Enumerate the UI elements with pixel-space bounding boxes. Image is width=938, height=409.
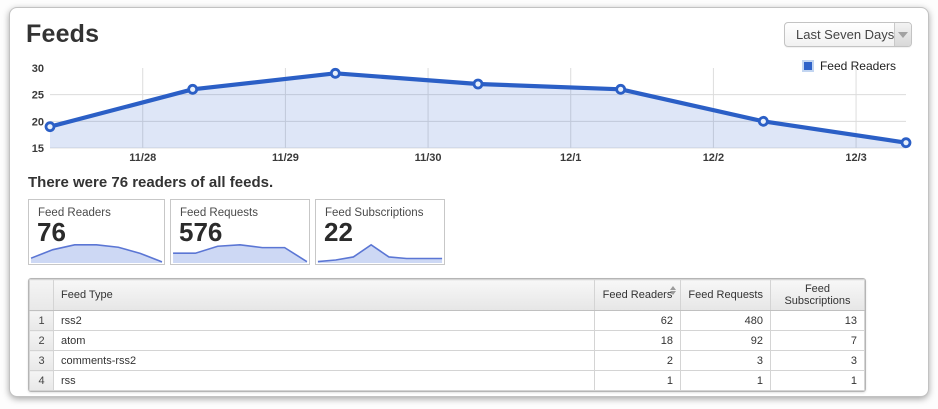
stat-card-feed-subscriptions[interactable]: Feed Subscriptions 22 bbox=[315, 199, 445, 265]
row-number-header bbox=[29, 279, 54, 311]
sparkline-fill bbox=[173, 244, 307, 264]
value-cell: 1 bbox=[680, 370, 771, 391]
stat-card-label: Feed Subscriptions bbox=[325, 207, 424, 219]
table-row: 3 comments-rss2 2 3 3 bbox=[29, 350, 865, 371]
dropdown-arrow-button[interactable] bbox=[894, 23, 911, 46]
chart-legend: Feed Readers bbox=[801, 59, 896, 73]
value-cell: 3 bbox=[680, 350, 771, 371]
column-header-feed-subscriptions[interactable]: Feed Subscriptions bbox=[770, 279, 865, 311]
table-row: 1 rss2 62 480 13 bbox=[29, 310, 865, 331]
x-axis-tick-label: 12/1 bbox=[560, 152, 581, 164]
value-cell: 62 bbox=[594, 310, 681, 331]
data-point[interactable] bbox=[472, 78, 484, 90]
column-header-feed-type[interactable]: Feed Type bbox=[53, 279, 595, 311]
column-header-label: Feed Readers bbox=[602, 289, 673, 301]
x-axis-tick-label: 11/28 bbox=[129, 152, 156, 164]
y-axis-tick-label: 20 bbox=[32, 116, 44, 128]
sparkline-chart bbox=[29, 241, 164, 264]
x-axis-tick-label: 11/29 bbox=[272, 152, 299, 164]
sort-icon bbox=[670, 286, 676, 295]
stat-card-value: 576 bbox=[179, 217, 223, 247]
row-number-cell: 1 bbox=[29, 310, 54, 331]
y-axis-tick-label: 25 bbox=[32, 90, 44, 102]
data-point[interactable] bbox=[900, 137, 912, 149]
value-cell: 2 bbox=[594, 350, 681, 371]
date-range-select[interactable]: Last Seven Days bbox=[784, 22, 912, 47]
column-header-feed-requests[interactable]: Feed Requests bbox=[680, 279, 771, 311]
data-point[interactable] bbox=[757, 115, 769, 127]
data-point[interactable] bbox=[329, 67, 341, 79]
sparkline-chart bbox=[316, 241, 443, 264]
stat-card-value: 22 bbox=[324, 217, 353, 247]
stat-card-feed-requests[interactable]: Feed Requests 576 bbox=[170, 199, 310, 265]
stat-card-label: Feed Readers bbox=[38, 207, 111, 219]
legend-swatch-icon bbox=[801, 60, 814, 72]
row-number-cell: 3 bbox=[29, 350, 54, 371]
chevron-down-icon bbox=[898, 31, 909, 38]
page-title: Feeds bbox=[26, 20, 100, 48]
sparkline-line bbox=[173, 245, 307, 262]
stat-cards: Feed Readers 76 Feed Requests 576 Feed S… bbox=[28, 199, 912, 265]
table-row: 2 atom 18 92 7 bbox=[29, 330, 865, 351]
value-cell: 3 bbox=[770, 350, 865, 371]
chart-area-fill bbox=[50, 73, 906, 148]
stat-card-feed-readers[interactable]: Feed Readers 76 bbox=[28, 199, 165, 265]
summary-text: There were 76 readers of all feeds. bbox=[28, 174, 274, 191]
value-cell: 1 bbox=[594, 370, 681, 391]
value-cell: 18 bbox=[594, 330, 681, 351]
column-header-feed-readers[interactable]: Feed Readers bbox=[594, 279, 681, 311]
row-number-cell: 2 bbox=[29, 330, 54, 351]
feed-type-cell: rss bbox=[53, 370, 595, 391]
data-point[interactable] bbox=[615, 83, 627, 95]
y-axis-tick-label: 15 bbox=[32, 143, 44, 155]
value-cell: 92 bbox=[680, 330, 771, 351]
table-header-row: Feed Type Feed Readers Feed Requests Fee… bbox=[29, 279, 865, 311]
feed-type-table: Feed Type Feed Readers Feed Requests Fee… bbox=[28, 278, 866, 392]
table-row: 4 rss 1 1 1 bbox=[29, 370, 865, 391]
feed-type-cell: atom bbox=[53, 330, 595, 351]
value-cell: 13 bbox=[770, 310, 865, 331]
feeds-panel: Feeds Last Seven Days 15 20 25 30 11/28 11/29… bbox=[9, 7, 929, 397]
value-cell: 1 bbox=[770, 370, 865, 391]
stat-card-value: 76 bbox=[37, 217, 66, 247]
x-axis-tick-label: 11/30 bbox=[415, 152, 442, 164]
main-chart-svg: 15 20 25 30 11/28 11/29 11/30 12/1 12/2 12/3 bbox=[32, 63, 912, 164]
sparkline-chart bbox=[171, 241, 309, 264]
stat-card-label: Feed Requests bbox=[180, 207, 258, 219]
sparkline-line bbox=[318, 245, 442, 262]
sparkline-line bbox=[31, 245, 162, 262]
value-cell: 480 bbox=[680, 310, 771, 331]
feed-readers-chart[interactable]: 15 20 25 30 11/28 11/29 11/30 12/1 12/2 12/3 Feed… bbox=[26, 56, 912, 168]
sparkline-fill bbox=[31, 244, 162, 264]
x-axis-tick-label: 12/3 bbox=[845, 152, 866, 164]
legend-label: Feed Readers bbox=[819, 59, 896, 73]
feed-type-cell: comments-rss2 bbox=[53, 350, 595, 371]
y-axis-tick-label: 30 bbox=[32, 63, 44, 75]
feed-type-cell: rss2 bbox=[53, 310, 595, 331]
data-point[interactable] bbox=[44, 121, 56, 133]
row-number-cell: 4 bbox=[29, 370, 54, 391]
date-range-value: Last Seven Days bbox=[796, 27, 895, 42]
data-point[interactable] bbox=[187, 83, 199, 95]
value-cell: 7 bbox=[770, 330, 865, 351]
x-axis-tick-label: 12/2 bbox=[703, 152, 724, 164]
header: Feeds Last Seven Days bbox=[26, 20, 912, 54]
